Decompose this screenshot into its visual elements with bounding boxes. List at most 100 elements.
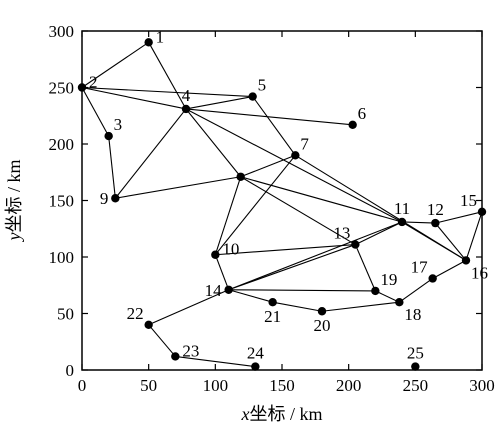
- node-13: [351, 240, 360, 249]
- edge-23-24: [175, 355, 256, 368]
- node-11: [397, 217, 407, 227]
- edge-4-6: [185, 108, 353, 126]
- node-22: [144, 320, 153, 329]
- edge-14-22: [148, 289, 229, 326]
- node-6: [348, 120, 357, 129]
- node-label-16: 16: [471, 263, 488, 282]
- y-tick-label: 150: [49, 192, 75, 211]
- node-label-22: 22: [127, 304, 144, 323]
- y-axis-title: y坐标 / km: [4, 159, 24, 242]
- edge-2-3: [81, 87, 110, 137]
- node-label-10: 10: [222, 240, 239, 259]
- node-4: [181, 104, 191, 114]
- node-label-17: 17: [411, 257, 429, 276]
- x-axis-var: x: [240, 404, 249, 424]
- edge-17-18: [399, 278, 433, 303]
- edge-15-16: [465, 211, 483, 261]
- edge-8-9: [115, 176, 241, 199]
- edge-11-16: [401, 221, 467, 261]
- x-tick-label: 50: [140, 376, 157, 395]
- node-label-4: 4: [182, 86, 191, 105]
- edge-3-9: [108, 136, 116, 199]
- node-label-6: 6: [358, 104, 367, 123]
- x-tick-label: 250: [403, 376, 429, 395]
- edge-4-9: [114, 108, 187, 199]
- node-label-20: 20: [314, 316, 331, 335]
- node-24: [251, 362, 260, 371]
- node-19: [371, 286, 380, 296]
- edge-4-11: [185, 108, 403, 223]
- edge-10-14: [214, 254, 230, 290]
- node-label-23: 23: [182, 341, 199, 360]
- edge-11-13: [355, 221, 403, 246]
- y-axis-unit: / km: [4, 159, 24, 196]
- x-axis-ticks: 0 50 100 150 200 250 300: [78, 31, 495, 395]
- node-10: [211, 250, 220, 259]
- node-label-13: 13: [333, 224, 350, 243]
- edge-11-12: [401, 221, 436, 224]
- node-2: [77, 83, 87, 92]
- x-tick-label: 100: [203, 376, 229, 395]
- y-axis-var: y: [4, 233, 24, 243]
- edge-18-20: [321, 301, 400, 312]
- node-8: [236, 172, 245, 181]
- y-tick-label: 300: [49, 22, 75, 41]
- node-label-24: 24: [247, 344, 265, 363]
- edge-8-13: [240, 176, 356, 246]
- x-tick-label: 200: [336, 376, 362, 395]
- y-tick-label: 100: [49, 248, 75, 267]
- y-tick-label: 0: [66, 361, 75, 380]
- node-21: [268, 298, 277, 307]
- node-label-7: 7: [300, 134, 309, 153]
- node-3: [104, 131, 113, 141]
- edge-7-8: [240, 154, 296, 178]
- node-20: [317, 307, 327, 316]
- node-17: [428, 274, 437, 283]
- node-label-5: 5: [258, 76, 267, 95]
- node-7: [291, 151, 300, 160]
- edge-7-10: [214, 154, 296, 256]
- node-label-25: 25: [407, 344, 424, 363]
- node-18: [395, 298, 404, 307]
- node-1: [144, 38, 153, 47]
- node-12: [431, 218, 440, 228]
- node-25: [411, 362, 420, 371]
- node-label-18: 18: [404, 305, 421, 324]
- node-label-2: 2: [89, 73, 98, 92]
- node-label-3: 3: [114, 115, 123, 134]
- edge-10-13: [215, 244, 356, 256]
- y-axis-ticks: 0 50 100 150 200 250 300: [49, 22, 482, 380]
- edge-2-5: [81, 86, 253, 98]
- node-14: [224, 285, 233, 294]
- node-label-12: 12: [427, 200, 444, 219]
- node-label-1: 1: [156, 27, 165, 46]
- edge-5-7: [252, 96, 296, 156]
- edge-11-14: [228, 221, 403, 291]
- y-tick-label: 50: [57, 305, 74, 324]
- node-23: [171, 352, 180, 361]
- node-label-19: 19: [380, 270, 397, 289]
- node-label-9: 9: [100, 189, 109, 208]
- edge-8-10: [214, 176, 242, 255]
- node-5: [248, 92, 257, 101]
- x-axis-cn: 坐标: [249, 404, 285, 424]
- edge-16-17: [432, 259, 467, 279]
- node-label-14: 14: [205, 281, 223, 300]
- x-tick-label: 150: [269, 376, 295, 395]
- x-axis-unit: / km: [285, 404, 322, 424]
- edge-2-4: [81, 86, 187, 110]
- edge-4-5: [185, 95, 253, 110]
- edge-1-4: [148, 42, 187, 110]
- edge-14-21: [228, 289, 273, 303]
- edge-1-2: [81, 41, 149, 88]
- node-9: [111, 194, 120, 203]
- edge-4-8: [185, 108, 242, 178]
- x-axis-title: x坐标 / km: [240, 404, 322, 424]
- edge-13-14: [228, 244, 356, 291]
- nodes-layer: [77, 38, 487, 371]
- edges-layer: [81, 41, 483, 368]
- y-tick-label: 250: [49, 79, 75, 98]
- edge-20-21: [272, 301, 323, 312]
- edge-13-19: [354, 244, 376, 292]
